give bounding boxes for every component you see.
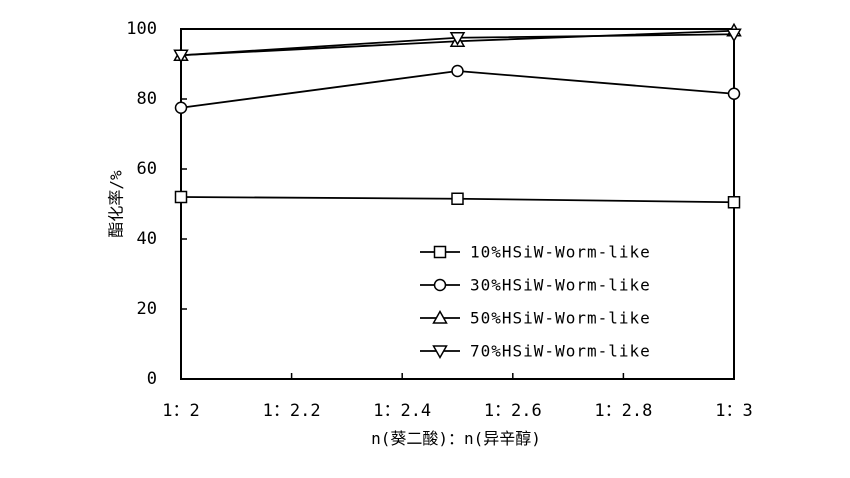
y-tick-label: 100 bbox=[126, 19, 157, 39]
circle-marker bbox=[174, 101, 188, 114]
x-axis-ticks: 1：2 1：2.2 1：2.4 1：2.6 1：2.8 1：3 bbox=[162, 373, 753, 421]
y-axis-ticks: 0 20 40 60 80 100 bbox=[126, 19, 187, 389]
x-tick-label: 1：2.8 bbox=[594, 401, 652, 421]
square-marker bbox=[174, 190, 188, 204]
triangle-down-marker bbox=[726, 28, 742, 43]
x-axis-title: n(葵二酸)：n(异辛醇) bbox=[371, 429, 541, 448]
square-marker bbox=[433, 245, 447, 259]
x-tick-label: 1：2.2 bbox=[263, 401, 321, 421]
square-marker bbox=[727, 196, 741, 209]
legend-label: 50%HSiW-Worm-like bbox=[470, 309, 651, 328]
x-tick-label: 1：3 bbox=[715, 401, 752, 421]
y-tick-label: 0 bbox=[147, 369, 157, 389]
triangle-up-marker bbox=[432, 309, 448, 324]
x-tick-label: 1：2 bbox=[162, 401, 199, 421]
y-tick-label: 80 bbox=[137, 89, 157, 109]
series-layer bbox=[173, 22, 742, 209]
x-tick-label: 1：2.4 bbox=[373, 401, 431, 421]
series-group bbox=[174, 64, 741, 114]
legend-label: 30%HSiW-Worm-like bbox=[470, 276, 651, 295]
series-group bbox=[173, 28, 742, 64]
square-marker bbox=[451, 192, 464, 205]
legend-item: 70%HSiW-Worm-like bbox=[420, 342, 651, 361]
x-tick-label: 1：2.6 bbox=[484, 401, 542, 421]
legend-item: 10%HSiW-Worm-like bbox=[420, 243, 651, 262]
circle-marker bbox=[433, 278, 447, 292]
legend-label: 70%HSiW-Worm-like bbox=[470, 342, 651, 361]
y-tick-label: 20 bbox=[137, 299, 157, 319]
y-tick-label: 60 bbox=[137, 159, 157, 179]
legend-item: 50%HSiW-Worm-like bbox=[420, 309, 651, 328]
circle-marker bbox=[727, 87, 741, 100]
triangle-down-marker bbox=[432, 345, 448, 360]
series-group bbox=[174, 190, 741, 209]
legend-label: 10%HSiW-Worm-like bbox=[470, 243, 651, 262]
y-tick-label: 40 bbox=[137, 229, 157, 249]
legend: 10%HSiW-Worm-like 30%HSiW-Worm-like 50%HSi… bbox=[420, 243, 651, 361]
legend-item: 30%HSiW-Worm-like bbox=[420, 276, 651, 295]
circle-marker bbox=[451, 64, 464, 78]
triangle-down-marker bbox=[173, 49, 189, 64]
y-axis-title: 酯化率/% bbox=[107, 170, 126, 238]
triangle-down-marker bbox=[449, 32, 466, 46]
